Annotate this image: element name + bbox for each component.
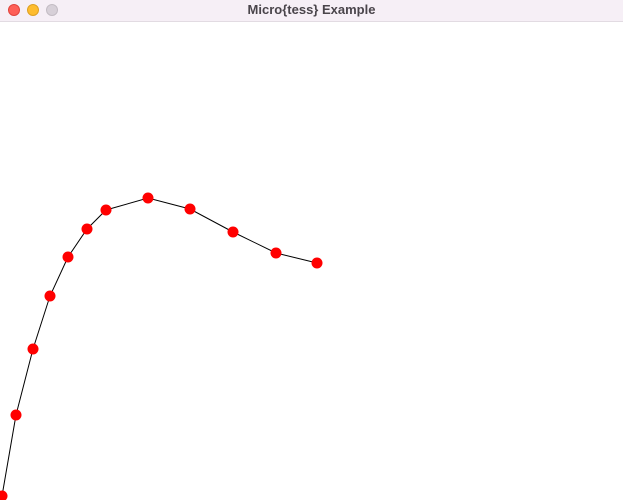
- control-point-7[interactable]: [100, 204, 112, 216]
- control-point-2[interactable]: [10, 409, 22, 421]
- control-point-8[interactable]: [142, 192, 154, 204]
- close-window-button[interactable]: [8, 4, 20, 16]
- curve-plot: [0, 192, 323, 500]
- drawing-canvas[interactable]: [0, 22, 623, 500]
- control-point-12[interactable]: [311, 257, 323, 269]
- control-point-9[interactable]: [184, 203, 196, 215]
- control-point-3[interactable]: [27, 343, 39, 355]
- control-point-10[interactable]: [227, 226, 239, 238]
- title-bar[interactable]: Micro{tess} Example: [0, 0, 623, 22]
- control-point-1[interactable]: [0, 490, 8, 500]
- zoom-window-button[interactable]: [46, 4, 58, 16]
- minimize-window-button[interactable]: [27, 4, 39, 16]
- window-title: Micro{tess} Example: [247, 2, 376, 17]
- control-point-4[interactable]: [44, 290, 56, 302]
- curve-line: [1, 197, 318, 497]
- control-point-11[interactable]: [270, 247, 282, 259]
- control-point-5[interactable]: [62, 251, 74, 263]
- control-point-6[interactable]: [81, 223, 93, 235]
